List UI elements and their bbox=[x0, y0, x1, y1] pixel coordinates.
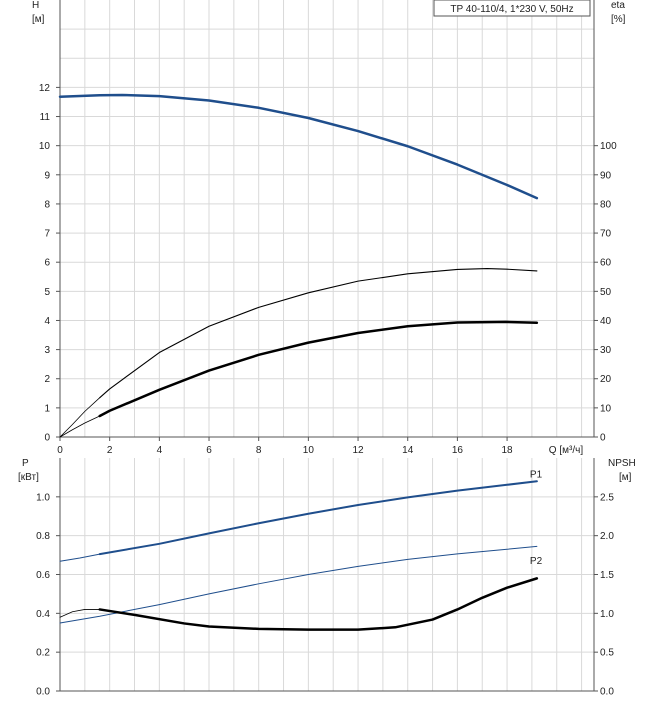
series-label-p2: P2 bbox=[530, 556, 543, 567]
right-tick-label: 40 bbox=[600, 316, 612, 327]
right-axis-unit: [%] bbox=[611, 14, 626, 25]
left-tick-label: 5 bbox=[44, 287, 50, 298]
right-tick-label: 50 bbox=[600, 287, 612, 298]
right-tick-label: 70 bbox=[600, 229, 612, 240]
left-tick-label: 0.4 bbox=[36, 609, 50, 620]
right-tick-label: 0.0 bbox=[600, 687, 614, 698]
left-tick-label: 0 bbox=[44, 433, 50, 444]
x-tick-label: 12 bbox=[352, 445, 364, 456]
curve-1-1 bbox=[58, 93, 539, 200]
left-axis-unit: [кВт] bbox=[18, 472, 39, 483]
right-tick-label: 20 bbox=[600, 374, 612, 385]
chart-title: TP 40-110/4, 1*230 V, 50Hz bbox=[450, 4, 573, 15]
left-tick-label: 1.0 bbox=[36, 492, 50, 503]
left-tick-label: 1 bbox=[44, 403, 50, 414]
left-axis-title: H bbox=[32, 0, 39, 11]
left-tick-label: 4 bbox=[44, 316, 50, 327]
right-axis-unit: [м] bbox=[619, 472, 632, 483]
right-axis-title: eta bbox=[611, 0, 625, 11]
right-tick-label: 10 bbox=[600, 403, 612, 414]
chart-title-box bbox=[433, 0, 591, 17]
curve-1-2 bbox=[98, 320, 539, 418]
left-tick-label: 0.0 bbox=[36, 687, 50, 698]
left-tick-label: 10 bbox=[39, 141, 51, 152]
left-tick-label: 11 bbox=[40, 112, 51, 123]
right-tick-label: 30 bbox=[600, 345, 612, 356]
right-axis-title: NPSH bbox=[608, 458, 636, 469]
x-tick-label: 2 bbox=[107, 445, 113, 456]
right-tick-label: 1.5 bbox=[600, 570, 614, 581]
left-tick-label: 3 bbox=[44, 345, 50, 356]
left-tick-label: 8 bbox=[44, 199, 50, 210]
right-tick-label: 1.0 bbox=[600, 609, 614, 620]
x-tick-label: 16 bbox=[452, 445, 464, 456]
left-tick-label: 9 bbox=[44, 170, 50, 181]
left-tick-label: 2 bbox=[44, 374, 50, 385]
right-tick-label: 90 bbox=[600, 170, 612, 181]
curve-1-3 bbox=[59, 415, 101, 438]
x-tick-label: 10 bbox=[303, 445, 315, 456]
right-tick-label: 0.5 bbox=[600, 648, 614, 659]
x-tick-label: 0 bbox=[57, 445, 63, 456]
x-tick-label: 14 bbox=[402, 445, 414, 456]
right-tick-label: 2.5 bbox=[600, 492, 614, 503]
right-tick-label: 80 bbox=[600, 199, 612, 210]
curve-2-5 bbox=[59, 609, 101, 618]
left-tick-label: 0.8 bbox=[36, 531, 50, 542]
curve-2-1 bbox=[98, 480, 538, 556]
series-label-p1: P1 bbox=[530, 470, 543, 481]
x-tick-label: 4 bbox=[157, 445, 163, 456]
right-tick-label: 2.0 bbox=[600, 531, 614, 542]
left-tick-label: 6 bbox=[44, 258, 50, 269]
x-tick-label: 8 bbox=[256, 445, 262, 456]
left-tick-label: 7 bbox=[44, 229, 50, 240]
left-tick-label: 0.6 bbox=[36, 570, 50, 581]
right-tick-label: 60 bbox=[600, 258, 612, 269]
right-tick-label: 0 bbox=[600, 433, 606, 444]
curve-1-4 bbox=[99, 268, 538, 399]
x-axis-title: Q [м³/ч] bbox=[549, 445, 584, 456]
plot-area-1 bbox=[60, 0, 594, 437]
left-tick-label: 0.2 bbox=[36, 648, 50, 659]
left-axis-title: P bbox=[22, 458, 29, 469]
curve-2-4 bbox=[98, 577, 539, 631]
curve-1-5 bbox=[59, 397, 101, 438]
curve-2-3 bbox=[59, 545, 538, 624]
x-tick-label: 18 bbox=[502, 445, 514, 456]
right-tick-label: 100 bbox=[600, 141, 617, 152]
left-axis-unit: [м] bbox=[32, 14, 45, 25]
curve-2-2 bbox=[59, 553, 101, 562]
left-tick-label: 12 bbox=[39, 83, 51, 94]
x-tick-label: 6 bbox=[206, 445, 212, 456]
